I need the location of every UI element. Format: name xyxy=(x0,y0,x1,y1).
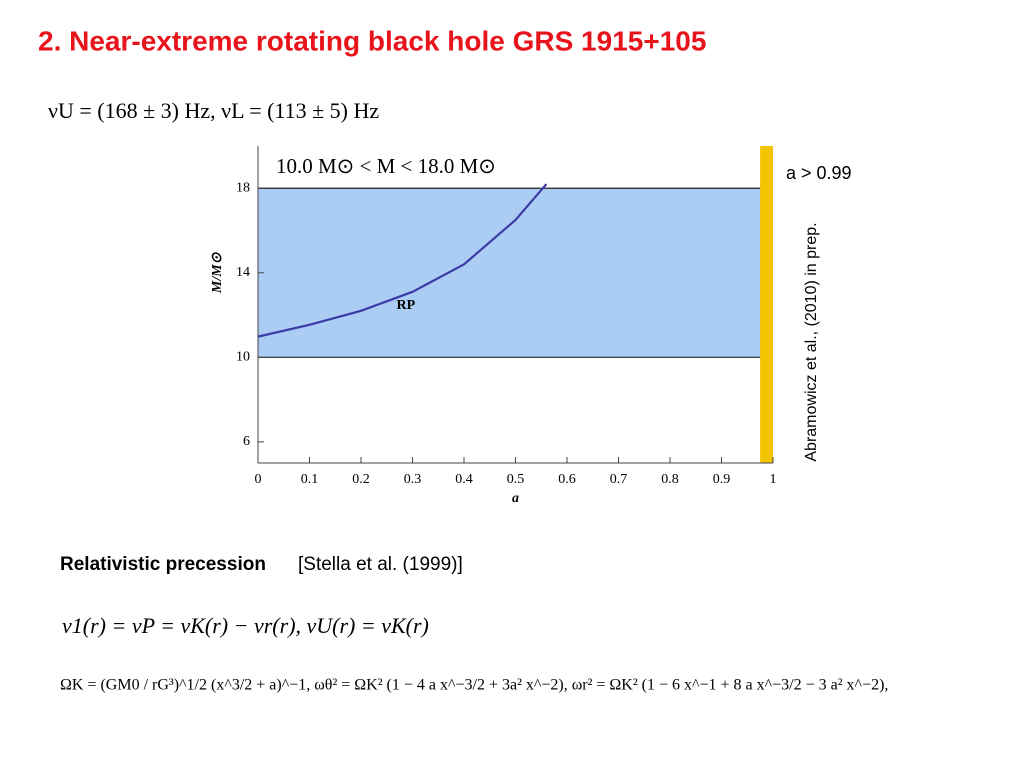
x-tick-label: 0 xyxy=(255,472,262,487)
spin-band xyxy=(760,146,773,463)
y-axis-label: M/M⊙ xyxy=(210,251,225,294)
x-tick-label: 0.9 xyxy=(713,472,731,487)
equation: ν1(r) = νP = νK(r) − νr(r), νU(r) = νK(r… xyxy=(62,613,429,638)
x-tick-label: 0.7 xyxy=(610,472,628,487)
x-tick-label: 0.3 xyxy=(404,472,422,487)
equation: νU = (168 ± 3) Hz, νL = (113 ± 5) Hz xyxy=(48,98,379,123)
curve-label: RP xyxy=(397,298,416,313)
x-tick-label: 0.8 xyxy=(661,472,679,487)
x-tick-label: 0.2 xyxy=(352,472,370,487)
side-label: a > 0.99 xyxy=(786,163,852,183)
x-axis-label: a xyxy=(512,491,519,506)
legend-text: 10.0 M⊙ < M < 18.0 M⊙ xyxy=(276,154,496,178)
x-tick-label: 0.5 xyxy=(507,472,525,487)
slide-title: 2. Near-extreme rotating black hole GRS … xyxy=(38,25,706,56)
y-tick-label: 10 xyxy=(236,350,250,365)
equation: ΩK = (GM0 / rG³)^1/2 (x^3/2 + a)^−1, ωθ²… xyxy=(60,677,888,694)
x-tick-label: 0.4 xyxy=(455,472,473,487)
y-tick-label: 6 xyxy=(243,434,250,449)
side-reference: Abramowicz et al., (2010) in prep. xyxy=(803,222,820,461)
x-tick-label: 0.1 xyxy=(301,472,319,487)
x-tick-label: 1 xyxy=(770,472,777,487)
y-tick-label: 14 xyxy=(236,265,250,280)
x-tick-label: 0.6 xyxy=(558,472,576,487)
curve xyxy=(257,183,548,338)
y-tick-label: 18 xyxy=(236,180,250,195)
mass-range xyxy=(258,188,773,358)
section-reference: [Stella et al. (1999)] xyxy=(298,554,463,575)
section-heading: Relativistic precession xyxy=(60,554,266,575)
